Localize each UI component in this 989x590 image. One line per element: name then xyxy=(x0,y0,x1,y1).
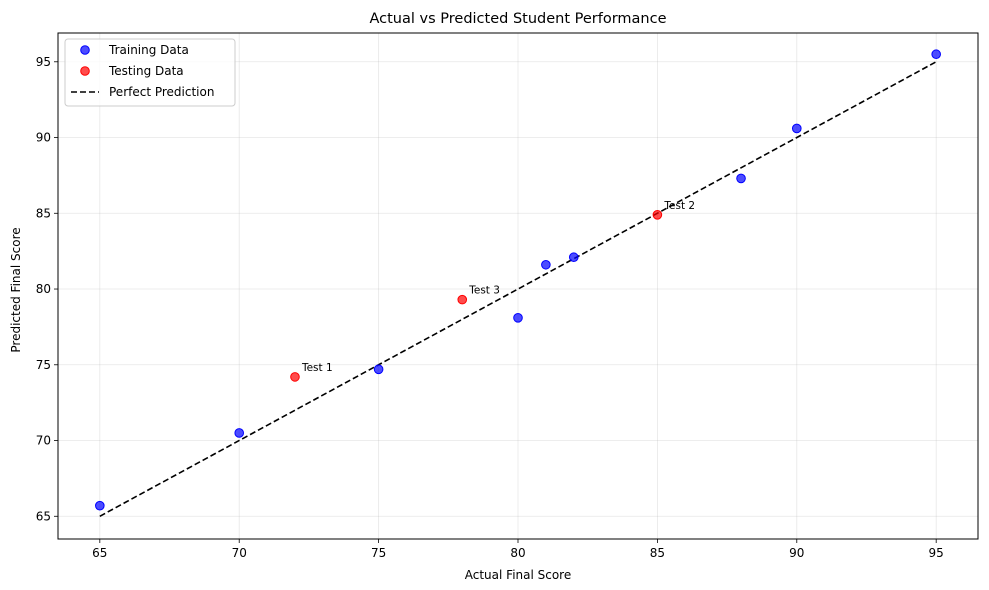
legend-swatch-marker xyxy=(80,45,90,55)
legend-label: Training Data xyxy=(108,43,189,57)
training-point xyxy=(791,123,802,134)
point-annotation: Test 1 xyxy=(301,362,333,374)
x-tick-label: 80 xyxy=(510,546,525,560)
training-point xyxy=(931,49,941,60)
x-tick-label: 75 xyxy=(371,546,386,560)
x-tick-label: 65 xyxy=(92,546,107,560)
legend-box xyxy=(64,38,236,107)
testing-point xyxy=(652,209,663,220)
training-point xyxy=(541,259,551,270)
training-point xyxy=(513,313,523,323)
chart-title: Actual vs Predicted Student Performance xyxy=(369,11,666,27)
y-tick-label: 65 xyxy=(36,509,51,523)
point-annotation: Test 2 xyxy=(663,200,695,212)
legend-swatch-marker xyxy=(80,66,90,76)
scatter-points xyxy=(95,49,941,511)
perfect-prediction-line-group xyxy=(99,61,937,517)
legend-label: Testing Data xyxy=(108,64,184,78)
point-annotations: Test 1 Test 3 Test 2 xyxy=(301,200,695,374)
y-tick-label: 90 xyxy=(36,131,51,145)
y-tick-label: 95 xyxy=(36,55,51,69)
training-point xyxy=(373,364,384,375)
y-tick-label: 75 xyxy=(36,358,51,372)
testing-point xyxy=(457,294,468,305)
point-annotation: Test 3 xyxy=(468,285,500,297)
training-point xyxy=(234,428,245,438)
perfect-prediction-line xyxy=(99,61,937,517)
y-tick-label: 80 xyxy=(36,282,51,296)
x-tick-label: 70 xyxy=(232,546,247,560)
training-point xyxy=(95,500,105,511)
y-tick-label: 85 xyxy=(36,206,51,220)
x-axis-ticks: 65 70 75 80 85 90 95 xyxy=(92,539,944,560)
training-point xyxy=(568,252,579,263)
legend: Training Data Testing Data Perfect Predict… xyxy=(64,38,236,107)
y-axis-ticks: 65 70 75 80 85 90 95 xyxy=(36,55,58,523)
y-axis-label: Predicted Final Score xyxy=(9,227,23,352)
x-tick-label: 90 xyxy=(789,546,804,560)
x-axis-label: Actual Final Score xyxy=(465,568,572,582)
training-point xyxy=(736,173,746,184)
testing-point xyxy=(290,372,300,382)
grid xyxy=(58,33,978,539)
x-tick-label: 85 xyxy=(650,546,665,560)
y-tick-label: 70 xyxy=(36,434,51,448)
legend-label: Perfect Prediction xyxy=(109,85,214,99)
x-tick-label: 95 xyxy=(929,546,944,560)
